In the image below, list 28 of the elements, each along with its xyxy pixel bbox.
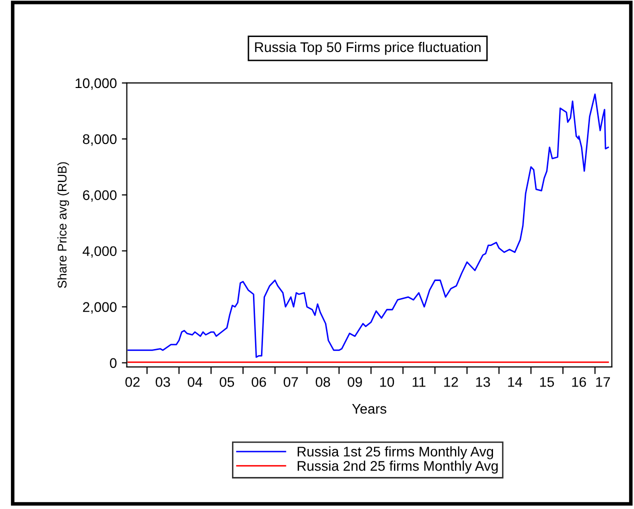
x-tick-label: 07 [284, 377, 298, 387]
line-series [128, 93, 609, 358]
x-tick-label: 08 [316, 377, 330, 387]
x-tick-label: 10 [380, 377, 394, 387]
y-tick-label: 2,000 [83, 302, 117, 314]
x-tick-label: 04 [188, 377, 202, 387]
legend-label: Russia 1st 25 firms Monthly Avg [298, 446, 494, 460]
x-tick-label: 05 [220, 377, 234, 387]
x-tick-label: 15 [540, 377, 554, 387]
x-axis-title: Years [352, 404, 386, 414]
y-tick-label: 8,000 [82, 134, 117, 146]
y-tick-label: 0 [110, 358, 117, 368]
y-tick-label: 4,000 [82, 246, 117, 258]
x-tick-label: 11 [412, 377, 426, 387]
chart-title: Russia Top 50 Firms price fluctuation [255, 42, 481, 55]
x-tick-label: 06 [252, 377, 266, 387]
x-tick-label: 12 [444, 377, 458, 387]
x-tick-label: 03 [156, 377, 170, 387]
y-tick-label: 6,000 [83, 190, 117, 202]
y-tick-label: 10,000 [76, 78, 117, 90]
x-tick-label: 14 [508, 377, 522, 387]
x-tick-label: 17 [596, 377, 610, 387]
x-tick-label: 16 [572, 377, 586, 387]
legend-label: Russia 2nd 25 firms Monthly Avg [298, 460, 498, 474]
x-tick-label: 09 [348, 377, 362, 387]
y-axis-title: Share Price avg (RUB) [57, 162, 70, 288]
x-tick-label: 13 [476, 377, 490, 387]
x-tick-label: 02 [125, 377, 140, 387]
